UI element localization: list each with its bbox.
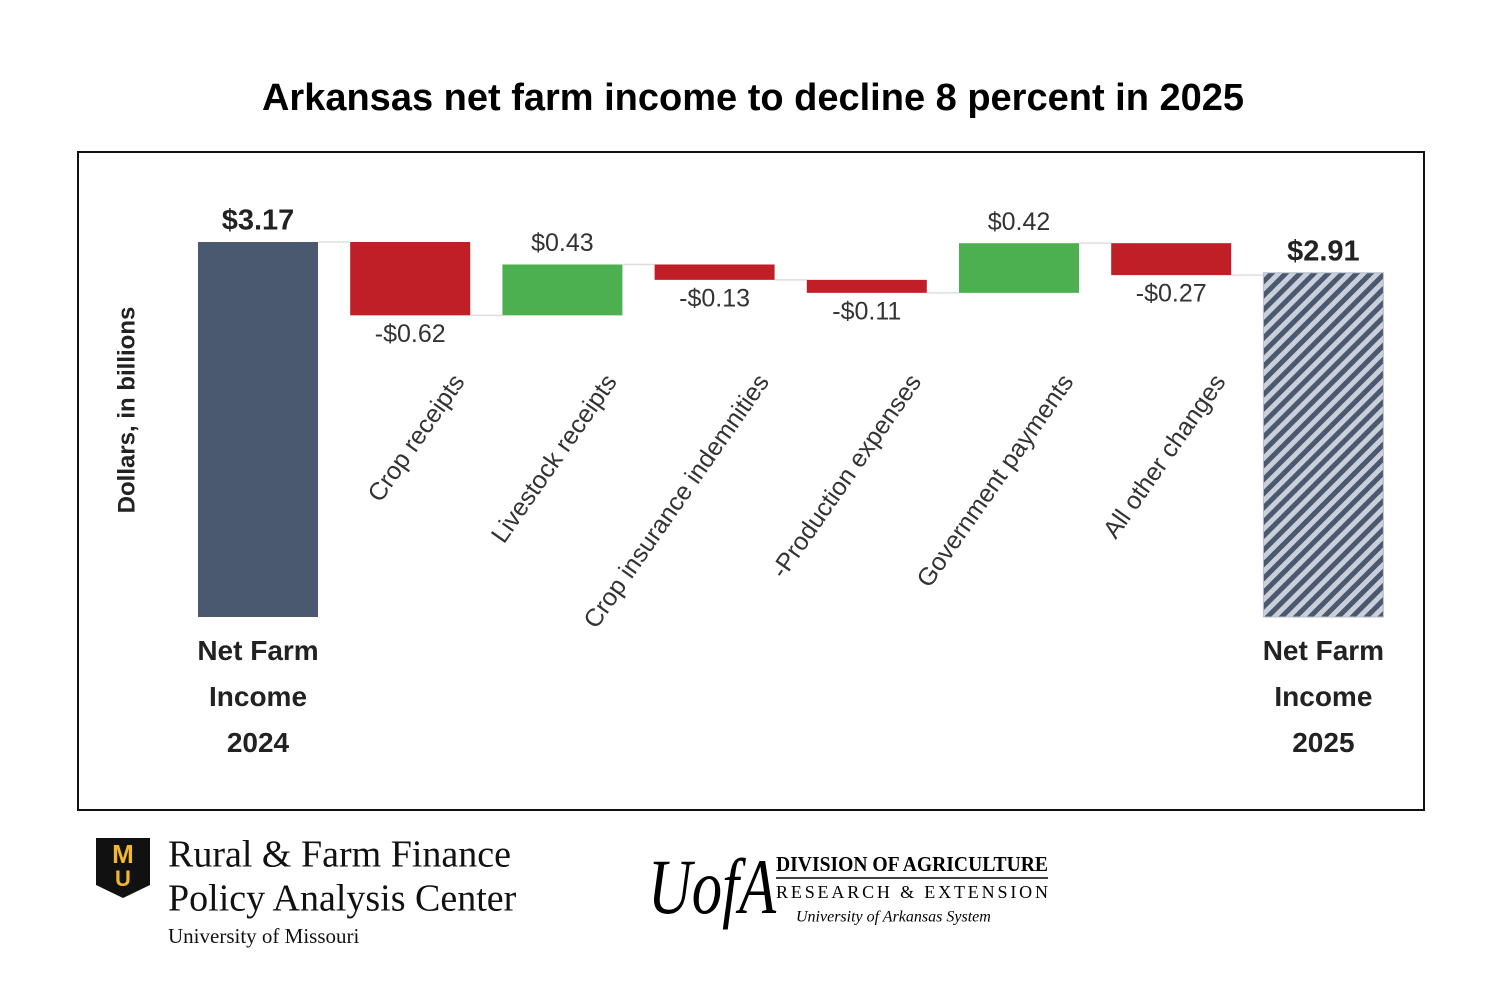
x-tick-label: Crop receipts: [362, 369, 470, 507]
bar: [1262, 272, 1384, 618]
x-tick-label: Government payments: [911, 369, 1079, 592]
y-axis-label: Dollars, in billions: [113, 307, 140, 514]
x-tick-label: Net Farm Income 2025: [1262, 635, 1385, 758]
uofa-logo: UofA: [648, 843, 776, 930]
bar: [1111, 243, 1232, 276]
x-tick-label: Net Farm Income 2024: [197, 635, 319, 758]
chart-title: Arkansas net farm income to decline 8 pe…: [262, 77, 1244, 119]
bar: [806, 279, 927, 293]
bar: [959, 243, 1079, 293]
footer-text: RESEARCH & EXTENSION: [776, 882, 1048, 902]
footer-text: DIVISION OF AGRICULTURE: [776, 852, 1048, 876]
x-tick-label: Livestock receipts: [486, 369, 623, 548]
bar: [350, 242, 471, 316]
value-label: -$0.11: [832, 297, 901, 325]
logo-letter: U: [115, 866, 131, 891]
value-label: $0.43: [531, 229, 594, 257]
x-tick-label: All other changes: [1098, 369, 1232, 543]
value-label: -$0.27: [1136, 280, 1207, 308]
value-label: $0.42: [988, 208, 1051, 236]
footer-text: University of Missouri: [168, 924, 359, 948]
bar: [654, 264, 775, 280]
missouri-logo: M U: [96, 838, 150, 898]
logo-letter: M: [112, 839, 134, 869]
footer-text: Policy Analysis Center: [168, 878, 517, 920]
footer-text: University of Arkansas System: [796, 909, 991, 926]
value-label: $3.17: [222, 205, 295, 237]
bar: [198, 242, 318, 617]
x-tick-label: Crop insurance indemnities: [578, 369, 775, 633]
value-label: $2.91: [1287, 235, 1360, 267]
bar: [502, 264, 623, 316]
value-label: -$0.62: [375, 320, 446, 348]
plot-area: $3.17 -$0.62 Crop receipts $0.43 Livestock r…: [198, 205, 1384, 633]
x-tick-label: -Production expenses: [765, 369, 927, 583]
footer-text: Rural & Farm Finance: [168, 834, 511, 876]
plot-frame: [77, 151, 1425, 811]
value-label: -$0.13: [679, 284, 750, 312]
